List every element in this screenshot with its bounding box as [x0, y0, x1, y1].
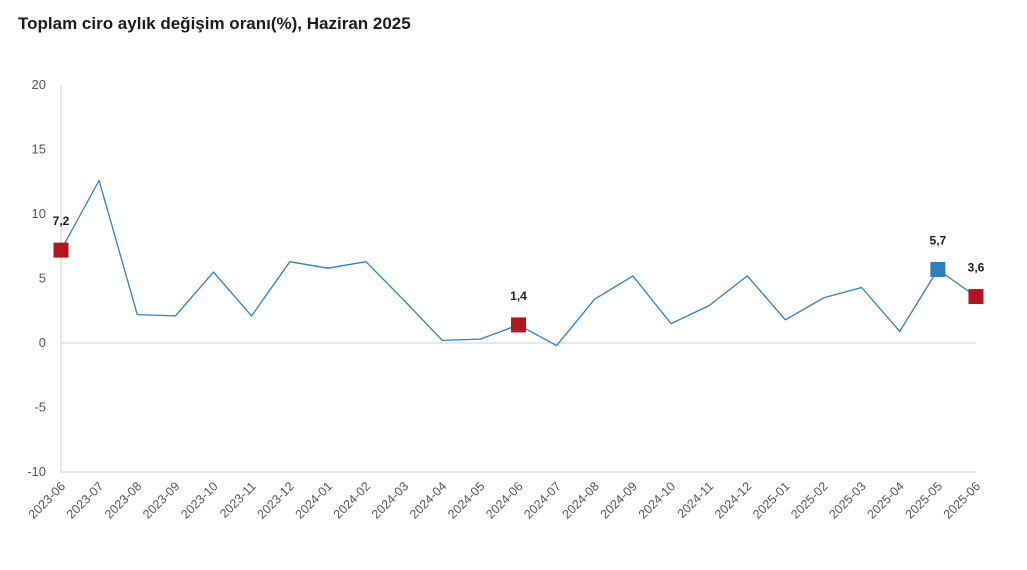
y-tick-label: -5: [34, 400, 46, 415]
data-label: 1,4: [510, 289, 527, 303]
x-axis: 2023-062023-072023-082023-092023-102023-…: [26, 471, 983, 522]
x-tick-label: 2024-04: [407, 479, 449, 521]
y-tick-label: -10: [27, 464, 46, 479]
y-tick-label: 0: [39, 335, 46, 350]
highlight-marker: [53, 242, 69, 258]
data-label: 7,2: [53, 214, 70, 228]
x-tick-label: 2023-07: [64, 479, 106, 521]
x-tick-label: 2025-06: [941, 479, 983, 521]
x-tick-label: 2025-04: [865, 479, 907, 521]
x-tick-label: 2023-09: [140, 479, 182, 521]
x-tick-label: 2025-01: [750, 479, 792, 521]
x-tick-label: 2024-10: [636, 479, 678, 521]
highlight-marker: [930, 261, 946, 277]
x-tick-label: 2023-11: [217, 479, 259, 521]
y-tick-label: 5: [39, 271, 46, 286]
x-tick-label: 2023-08: [102, 479, 144, 521]
x-tick-label: 2024-07: [521, 479, 563, 521]
x-tick-label: 2025-02: [788, 479, 830, 521]
x-tick-label: 2024-12: [712, 479, 754, 521]
x-tick-label: 2025-03: [826, 479, 868, 521]
x-tick-label: 2024-06: [483, 479, 525, 521]
x-tick-label: 2024-05: [445, 479, 487, 521]
highlight-markers: 7,2 1,4 5,7 3,6: [53, 214, 985, 333]
x-tick-label: 2023-06: [26, 479, 68, 521]
data-label: 3,6: [968, 261, 985, 275]
chart-title: Toplam ciro aylık değişim oranı(%), Hazi…: [18, 14, 411, 33]
x-tick-label: 2023-12: [255, 479, 297, 521]
highlight-marker: [511, 317, 526, 333]
y-tick-label: 15: [32, 142, 46, 157]
data-label: 5,7: [930, 233, 947, 247]
x-tick-label: 2024-09: [598, 479, 640, 521]
x-tick-label: 2024-01: [293, 479, 335, 521]
y-axis: 20 15 10 5 0 -5 -10: [27, 77, 62, 479]
x-tick-label: 2024-08: [560, 479, 602, 521]
x-tick-label: 2025-05: [903, 479, 945, 521]
x-tick-label: 2024-03: [369, 479, 411, 521]
y-tick-label: 20: [32, 77, 46, 92]
y-tick-label: 10: [32, 206, 46, 221]
highlight-marker: [968, 289, 984, 305]
x-tick-label: 2023-10: [178, 479, 220, 521]
x-tick-label: 2024-11: [675, 479, 717, 521]
x-tick-label: 2024-02: [331, 479, 373, 521]
